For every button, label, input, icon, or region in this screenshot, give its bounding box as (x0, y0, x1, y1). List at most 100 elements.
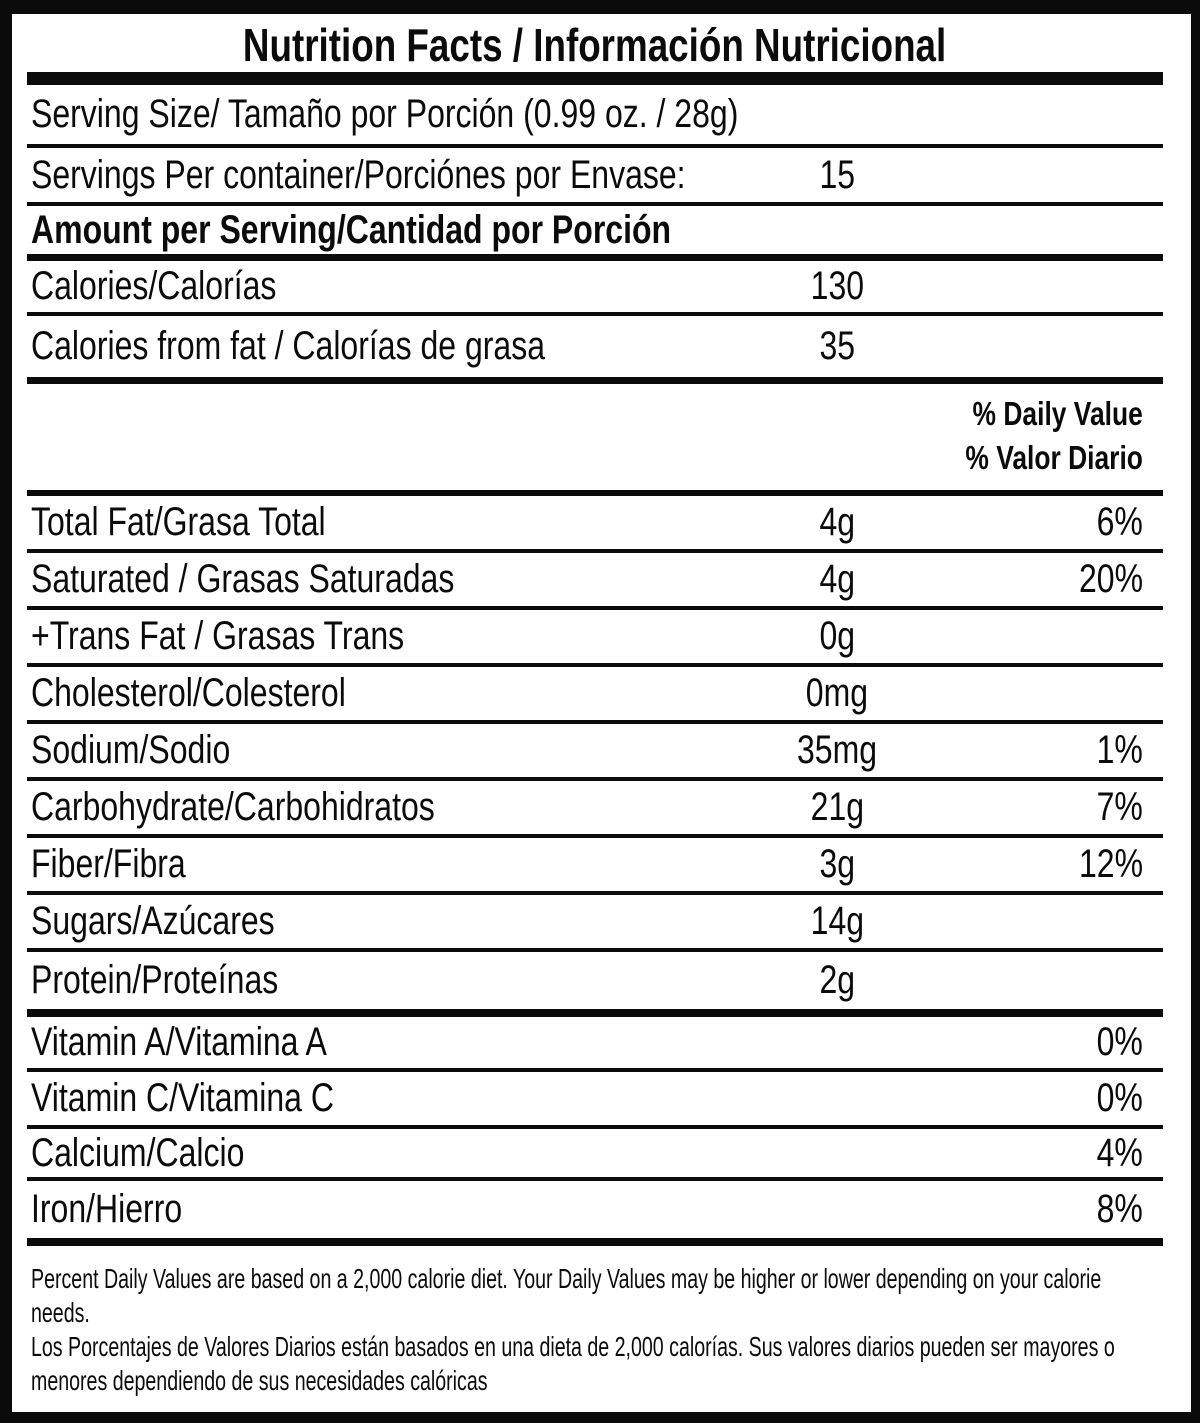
nutrient-dv-cell: 6% (1037, 500, 1163, 545)
nutrient-label-cell: Fiber/Fibra (27, 842, 637, 887)
vitamin-label-cell: Iron/Hierro (27, 1187, 637, 1232)
nutrient-label-cell: Cholesterol/Colesterol (27, 671, 637, 716)
vitamin-dv-cell: 4% (1037, 1131, 1163, 1176)
amount-per-serving-header-row: Amount per Serving/Cantidad por Porción (27, 206, 1163, 261)
servings-per-container-row: Servings Per container/Porciónes por Env… (27, 148, 1163, 206)
calories-from-fat-row: Calories from fat / Calorías de grasa 35 (27, 316, 1163, 384)
nutrient-value: 0mg (805, 671, 869, 715)
nutrient-label-cell: Saturated / Grasas Saturadas (27, 557, 637, 602)
footnote-section: Percent Daily Values are based on a 2,00… (27, 1246, 1163, 1398)
footnote-es: Los Porcentajes de Valores Diarios están… (31, 1331, 1115, 1396)
vitamin-label-cell: Vitamin A/Vitamina A (27, 1020, 637, 1065)
vitamin-dv-cell: 0% (1037, 1076, 1163, 1121)
title-separator-bar (27, 72, 1163, 85)
nutrient-label-cell: Total Fat/Grasa Total (27, 500, 637, 545)
vitamin-row-vitamin-c: Vitamin C/Vitamina C 0% (27, 1072, 1163, 1129)
serving-size-cell: Serving Size/ Tamaño por Porción (0.99 o… (27, 92, 1163, 137)
nutrient-label-cell: Carbohydrate/Carbohidratos (27, 785, 637, 830)
daily-value-header-es: % Valor Diario (965, 439, 1143, 476)
nutrient-value-cell: 0g (637, 614, 1037, 659)
nutrient-label: Sugars/Azúcares (31, 899, 275, 943)
nutrient-value: 2g (819, 958, 855, 1002)
servings-per-container-label: Servings Per container/Porciónes por Env… (31, 152, 686, 197)
nutrient-dv: 20% (1078, 557, 1143, 601)
nutrient-value-cell: 2g (637, 958, 1037, 1003)
vitamin-label-cell: Vitamin C/Vitamina C (27, 1076, 637, 1121)
nutrient-label: Carbohydrate/Carbohidratos (31, 785, 435, 829)
nutrient-label: Sodium/Sodio (31, 728, 231, 772)
nutrient-value-cell: 3g (637, 842, 1037, 887)
nutrient-value: 0g (819, 614, 855, 658)
nutrient-row-fiber: Fiber/Fibra 3g 12% (27, 838, 1163, 895)
nutrient-row-carbohydrate: Carbohydrate/Carbohidratos 21g 7% (27, 781, 1163, 838)
calories-label: Calories/Calorías (31, 264, 277, 308)
amount-per-serving-label: Amount per Serving/Cantidad por Porción (31, 207, 672, 252)
calories-dv-cell (1037, 264, 1163, 309)
nutrient-value: 4g (819, 557, 855, 601)
footnote-en: Percent Daily Values are based on a 2,00… (31, 1263, 1102, 1328)
daily-value-header-en-line: % Daily Value (27, 392, 1143, 436)
nutrient-dv: 1% (1096, 728, 1143, 772)
vitamin-dv-cell: 8% (1037, 1187, 1163, 1232)
daily-value-header: % Daily Value % Valor Diario (27, 384, 1163, 496)
vitamin-value-cell (637, 1076, 1037, 1121)
vitamin-label: Iron/Hierro (31, 1187, 183, 1231)
amount-per-serving-cell: Amount per Serving/Cantidad por Porción (27, 208, 1163, 253)
vitamin-dv: 4% (1096, 1130, 1143, 1175)
vitamin-label: Vitamin C/Vitamina C (31, 1076, 334, 1120)
nutrient-value-cell: 35mg (637, 728, 1037, 773)
calories-value-cell: 130 (637, 264, 1037, 309)
servings-per-container-value-cell: 15 (637, 153, 1037, 198)
label-title: Nutrition Facts / Información Nutriciona… (27, 14, 1163, 72)
vitamin-label: Calcium/Calcio (31, 1130, 245, 1175)
calories-from-fat-value: 35 (819, 324, 855, 368)
nutrient-value: 35mg (796, 728, 878, 772)
nutrient-value: 4g (819, 500, 855, 544)
nutrient-dv: 12% (1078, 842, 1143, 886)
nutrient-dv-cell: 20% (1037, 557, 1163, 602)
calories-label-cell: Calories/Calorías (27, 264, 637, 309)
nutrient-value-cell: 14g (637, 899, 1037, 944)
vitamin-row-vitamin-a: Vitamin A/Vitamina A 0% (27, 1017, 1163, 1072)
nutrient-label: Saturated / Grasas Saturadas (31, 557, 455, 601)
calories-value: 130 (810, 264, 864, 308)
nutrient-dv-cell: 7% (1037, 785, 1163, 830)
vitamin-label: Vitamin A/Vitamina A (31, 1020, 327, 1064)
nutrient-row-cholesterol: Cholesterol/Colesterol 0mg (27, 667, 1163, 724)
nutrient-value-cell: 0mg (637, 671, 1037, 716)
vitamin-value-cell (637, 1131, 1037, 1176)
vitamin-row-calcium: Calcium/Calcio 4% (27, 1129, 1163, 1181)
vitamin-label-cell: Calcium/Calcio (27, 1131, 637, 1176)
calories-from-fat-label: Calories from fat / Calorías de grasa (31, 324, 545, 368)
serving-size-row: Serving Size/ Tamaño por Porción (0.99 o… (27, 85, 1163, 148)
nutrient-label-cell: Sugars/Azúcares (27, 899, 637, 944)
daily-value-header-es-line: % Valor Diario (27, 436, 1143, 480)
nutrient-label: Fiber/Fibra (31, 842, 186, 886)
nutrient-dv: 6% (1096, 500, 1143, 544)
label-title-text: Nutrition Facts / Información Nutriciona… (243, 19, 947, 71)
nutrient-row-protein: Protein/Proteínas 2g (27, 952, 1163, 1017)
nutrient-row-saturated-fat: Saturated / Grasas Saturadas 4g 20% (27, 553, 1163, 610)
nutrient-row-trans-fat: +Trans Fat / Grasas Trans 0g (27, 610, 1163, 667)
nutrient-row-total-fat: Total Fat/Grasa Total 4g 6% (27, 496, 1163, 553)
nutrient-dv-cell (1037, 614, 1163, 659)
calories-row: Calories/Calorías 130 (27, 261, 1163, 316)
vitamin-value-cell (637, 1020, 1037, 1065)
serving-size-label: Serving Size/ Tamaño por Porción (0.99 o… (31, 92, 739, 136)
vitamin-dv-cell: 0% (1037, 1020, 1163, 1065)
nutrient-label-cell: Protein/Proteínas (27, 958, 637, 1003)
vitamin-dv: 0% (1096, 1020, 1143, 1064)
nutrient-dv-cell (1037, 671, 1163, 716)
nutrient-row-sugars: Sugars/Azúcares 14g (27, 895, 1163, 952)
nutrient-row-sodium: Sodium/Sodio 35mg 1% (27, 724, 1163, 781)
vitamin-row-iron: Iron/Hierro 8% (27, 1181, 1163, 1246)
nutrient-value: 3g (819, 842, 855, 886)
vitamin-value-cell (637, 1187, 1037, 1232)
vitamin-dv: 8% (1096, 1187, 1143, 1231)
nutrient-label-cell: Sodium/Sodio (27, 728, 637, 773)
nutrient-value: 21g (810, 785, 864, 829)
label-content: Nutrition Facts / Información Nutriciona… (12, 14, 1191, 1398)
nutrient-dv-cell (1037, 899, 1163, 944)
nutrient-value: 14g (810, 899, 864, 943)
